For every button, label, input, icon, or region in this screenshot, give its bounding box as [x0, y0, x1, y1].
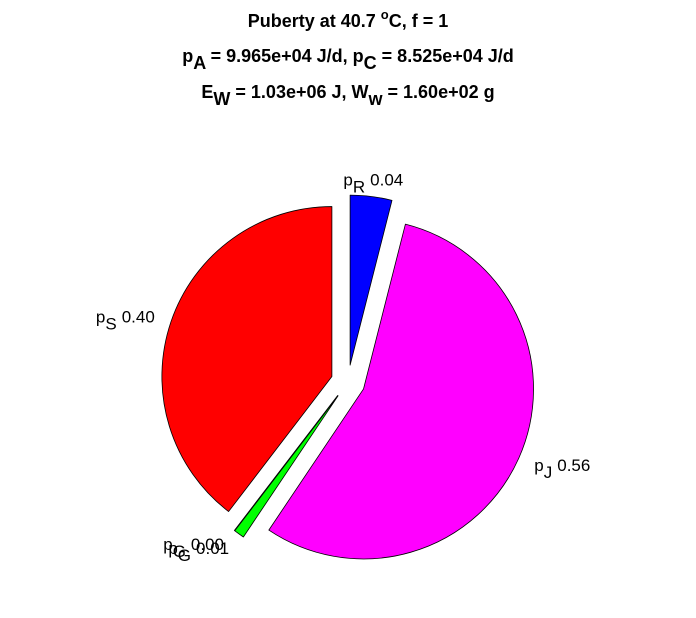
slice-label-value: 0.00	[191, 535, 224, 554]
slice-label-value: 0.56	[557, 456, 590, 475]
slice-label-sub: G	[178, 546, 191, 565]
slice-label-sub: S	[105, 315, 116, 334]
title-segment: A	[193, 53, 206, 73]
slice-label-value: 0.40	[122, 308, 155, 327]
pie-slice	[233, 395, 339, 531]
pie-slice	[349, 194, 393, 366]
slice-label-value: 0.04	[370, 171, 403, 190]
slice-label-sub: G	[173, 542, 186, 561]
slice-label: pG 0.00	[163, 535, 224, 561]
title-group: Puberty at 40.7 oC, f = 1 pA = 9.965e+04 …	[182, 7, 514, 109]
slice-label-sub: R	[353, 178, 365, 197]
slice-label-name: p	[534, 456, 543, 475]
slice-label: pR 0.04	[343, 171, 403, 197]
slice-label-name: p	[163, 535, 172, 554]
title-segment: C, f = 1	[389, 11, 449, 31]
pie-slice	[268, 223, 534, 560]
title-segment: = 1.60e+02 g	[383, 82, 495, 102]
slice-label: pJ 0.56	[534, 456, 590, 482]
chart-title: pA = 9.965e+04 J/d, pC = 8.525e+04 J/d	[182, 46, 514, 73]
chart-title: Puberty at 40.7 oC, f = 1	[248, 7, 449, 31]
title-segment: o	[381, 7, 389, 22]
title-segment: = 8.525e+04 J/d	[377, 46, 514, 66]
title-segment: E	[201, 82, 213, 102]
slice-label-value: 0.01	[196, 539, 229, 558]
title-segment: w	[368, 89, 384, 109]
title-segment: W	[213, 89, 230, 109]
title-segment: C	[364, 53, 377, 73]
title-segment: = 1.03e+06 J, W	[230, 82, 368, 102]
title-segment: p	[182, 46, 193, 66]
slice-label: pG 0.01	[168, 539, 229, 565]
slice-label: pS 0.40	[96, 308, 155, 334]
slice-label-name: p	[96, 308, 105, 327]
title-segment: = 9.965e+04 J/d, p	[206, 46, 364, 66]
slice-label-name: p	[168, 539, 177, 558]
title-segment: Puberty at 40.7	[248, 11, 381, 31]
slice-label-name: p	[343, 171, 352, 190]
chart-title: EW = 1.03e+06 J, Ww = 1.60e+02 g	[201, 82, 494, 109]
pie-slice	[161, 206, 333, 512]
slice-label-sub: J	[544, 463, 553, 482]
pie-slice	[234, 395, 339, 538]
